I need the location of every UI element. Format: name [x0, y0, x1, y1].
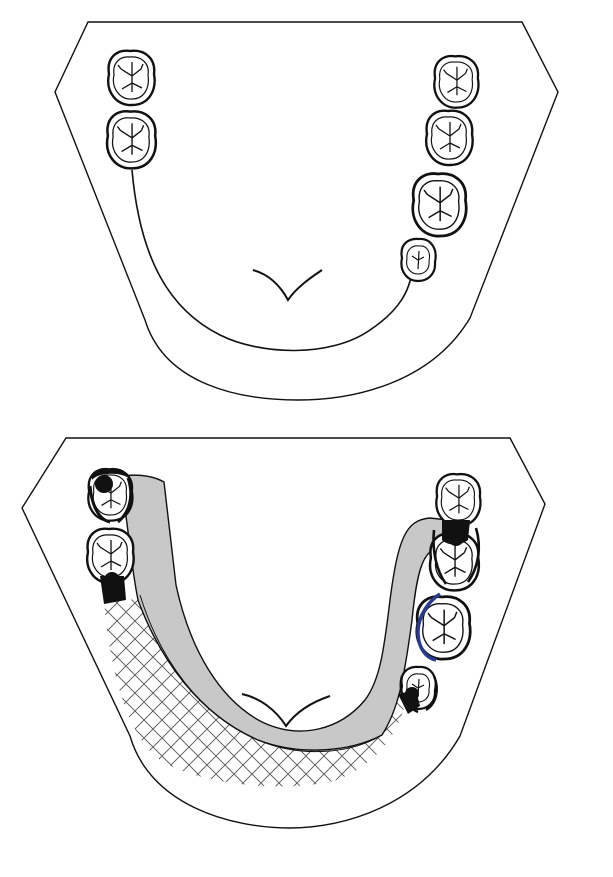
tooth-right-3-top: [411, 172, 468, 238]
rest-left-2: [100, 572, 126, 604]
tooth-right-4-top: [400, 237, 437, 283]
clasp-right-2: [432, 520, 481, 585]
arch-line-top: [131, 169, 413, 352]
tongue-mark-top: [252, 269, 323, 302]
wire-clasp-right-3: [416, 592, 441, 662]
tooth-right-1-bottom: [435, 472, 482, 527]
tooth-left-1-top: [107, 49, 156, 107]
tooth-right-2-top: [425, 109, 474, 167]
tooth-left-2-top: [105, 110, 158, 170]
tooth-right-1-top: [433, 54, 480, 109]
bottom-panel: [21, 437, 546, 829]
top-panel: [54, 21, 559, 401]
clasp-left-1: [88, 468, 133, 524]
tongue-mark-bottom: [241, 693, 331, 728]
rest-right-4: [398, 675, 438, 714]
connector-inner-line: [139, 594, 383, 753]
tooth-right-3-bottom: [415, 595, 472, 661]
